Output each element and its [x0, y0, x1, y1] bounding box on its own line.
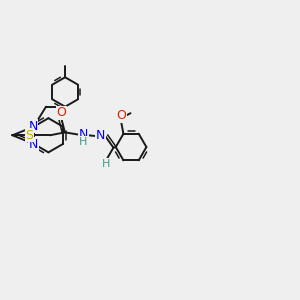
- Text: N: N: [79, 128, 88, 141]
- Text: N: N: [29, 138, 38, 151]
- Text: H: H: [102, 158, 110, 169]
- Text: O: O: [56, 106, 66, 119]
- Text: H: H: [79, 137, 88, 147]
- Text: S: S: [26, 129, 34, 142]
- Text: N: N: [96, 129, 105, 142]
- Text: O: O: [117, 109, 127, 122]
- Text: N: N: [28, 120, 38, 133]
